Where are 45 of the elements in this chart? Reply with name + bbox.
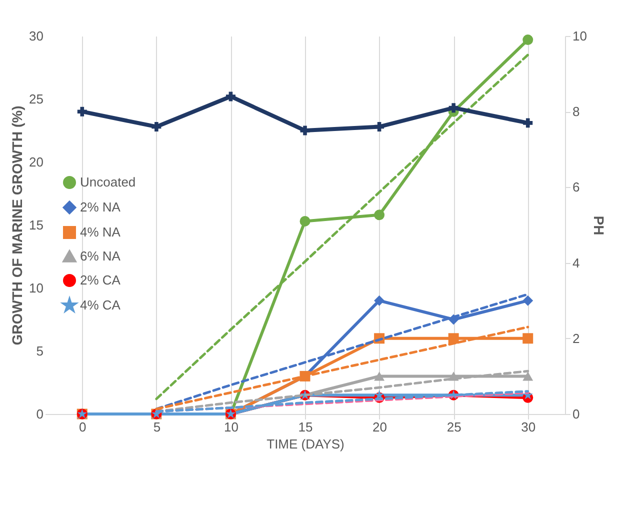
point	[152, 122, 162, 132]
x-tick-label: 15	[298, 420, 313, 434]
y2-tick-label: 0	[572, 406, 580, 422]
x-tick-label: 25	[446, 420, 462, 434]
y2-tick-label: 2	[572, 330, 580, 346]
point	[448, 333, 459, 344]
legend-label: 2% CA	[80, 272, 121, 288]
y-tick-label: 20	[29, 154, 44, 170]
x-tick-label: 5	[153, 420, 161, 434]
point	[77, 106, 87, 116]
point	[523, 118, 533, 128]
point	[374, 372, 385, 381]
point	[522, 372, 534, 381]
y-tick-label: 15	[29, 218, 44, 232]
y2-tick-label: 6	[572, 180, 580, 195]
legend-label: Uncoated	[80, 174, 136, 190]
legend-label: 4% CA	[80, 298, 121, 312]
x-tick-label: 0	[79, 420, 86, 434]
y-axis-title: GROWTH OF MARINE GROWTH (%)	[9, 106, 26, 346]
x-tick-label: 30	[521, 420, 536, 434]
point	[374, 210, 385, 220]
point	[522, 333, 534, 344]
point	[300, 216, 310, 226]
point	[374, 122, 384, 132]
y2-axis-title: PH	[590, 216, 607, 236]
x-tick-label: 10	[224, 420, 238, 434]
y-tick-label: 5	[36, 344, 44, 358]
x-tick-label: 20	[372, 420, 388, 434]
y-tick-label: 25	[29, 92, 44, 106]
y2-tick-label: 8	[572, 104, 580, 120]
y2-tick-label: 4	[572, 255, 580, 270]
point	[226, 92, 236, 102]
legend-label: 6% NA	[80, 248, 121, 264]
y2-tick-label: 10	[572, 28, 587, 44]
y-tick-label: 0	[36, 406, 44, 422]
y-tick-label: 30	[29, 28, 44, 44]
x-axis-title: TIME (DAYS)	[266, 436, 344, 452]
point	[374, 295, 385, 306]
point	[448, 103, 458, 113]
legend-label: 4% NA	[80, 224, 121, 240]
y-tick-label: 10	[29, 280, 44, 296]
point	[522, 295, 534, 306]
legend-label: 2% NA	[80, 200, 121, 214]
point	[300, 126, 310, 136]
point	[522, 34, 534, 46]
